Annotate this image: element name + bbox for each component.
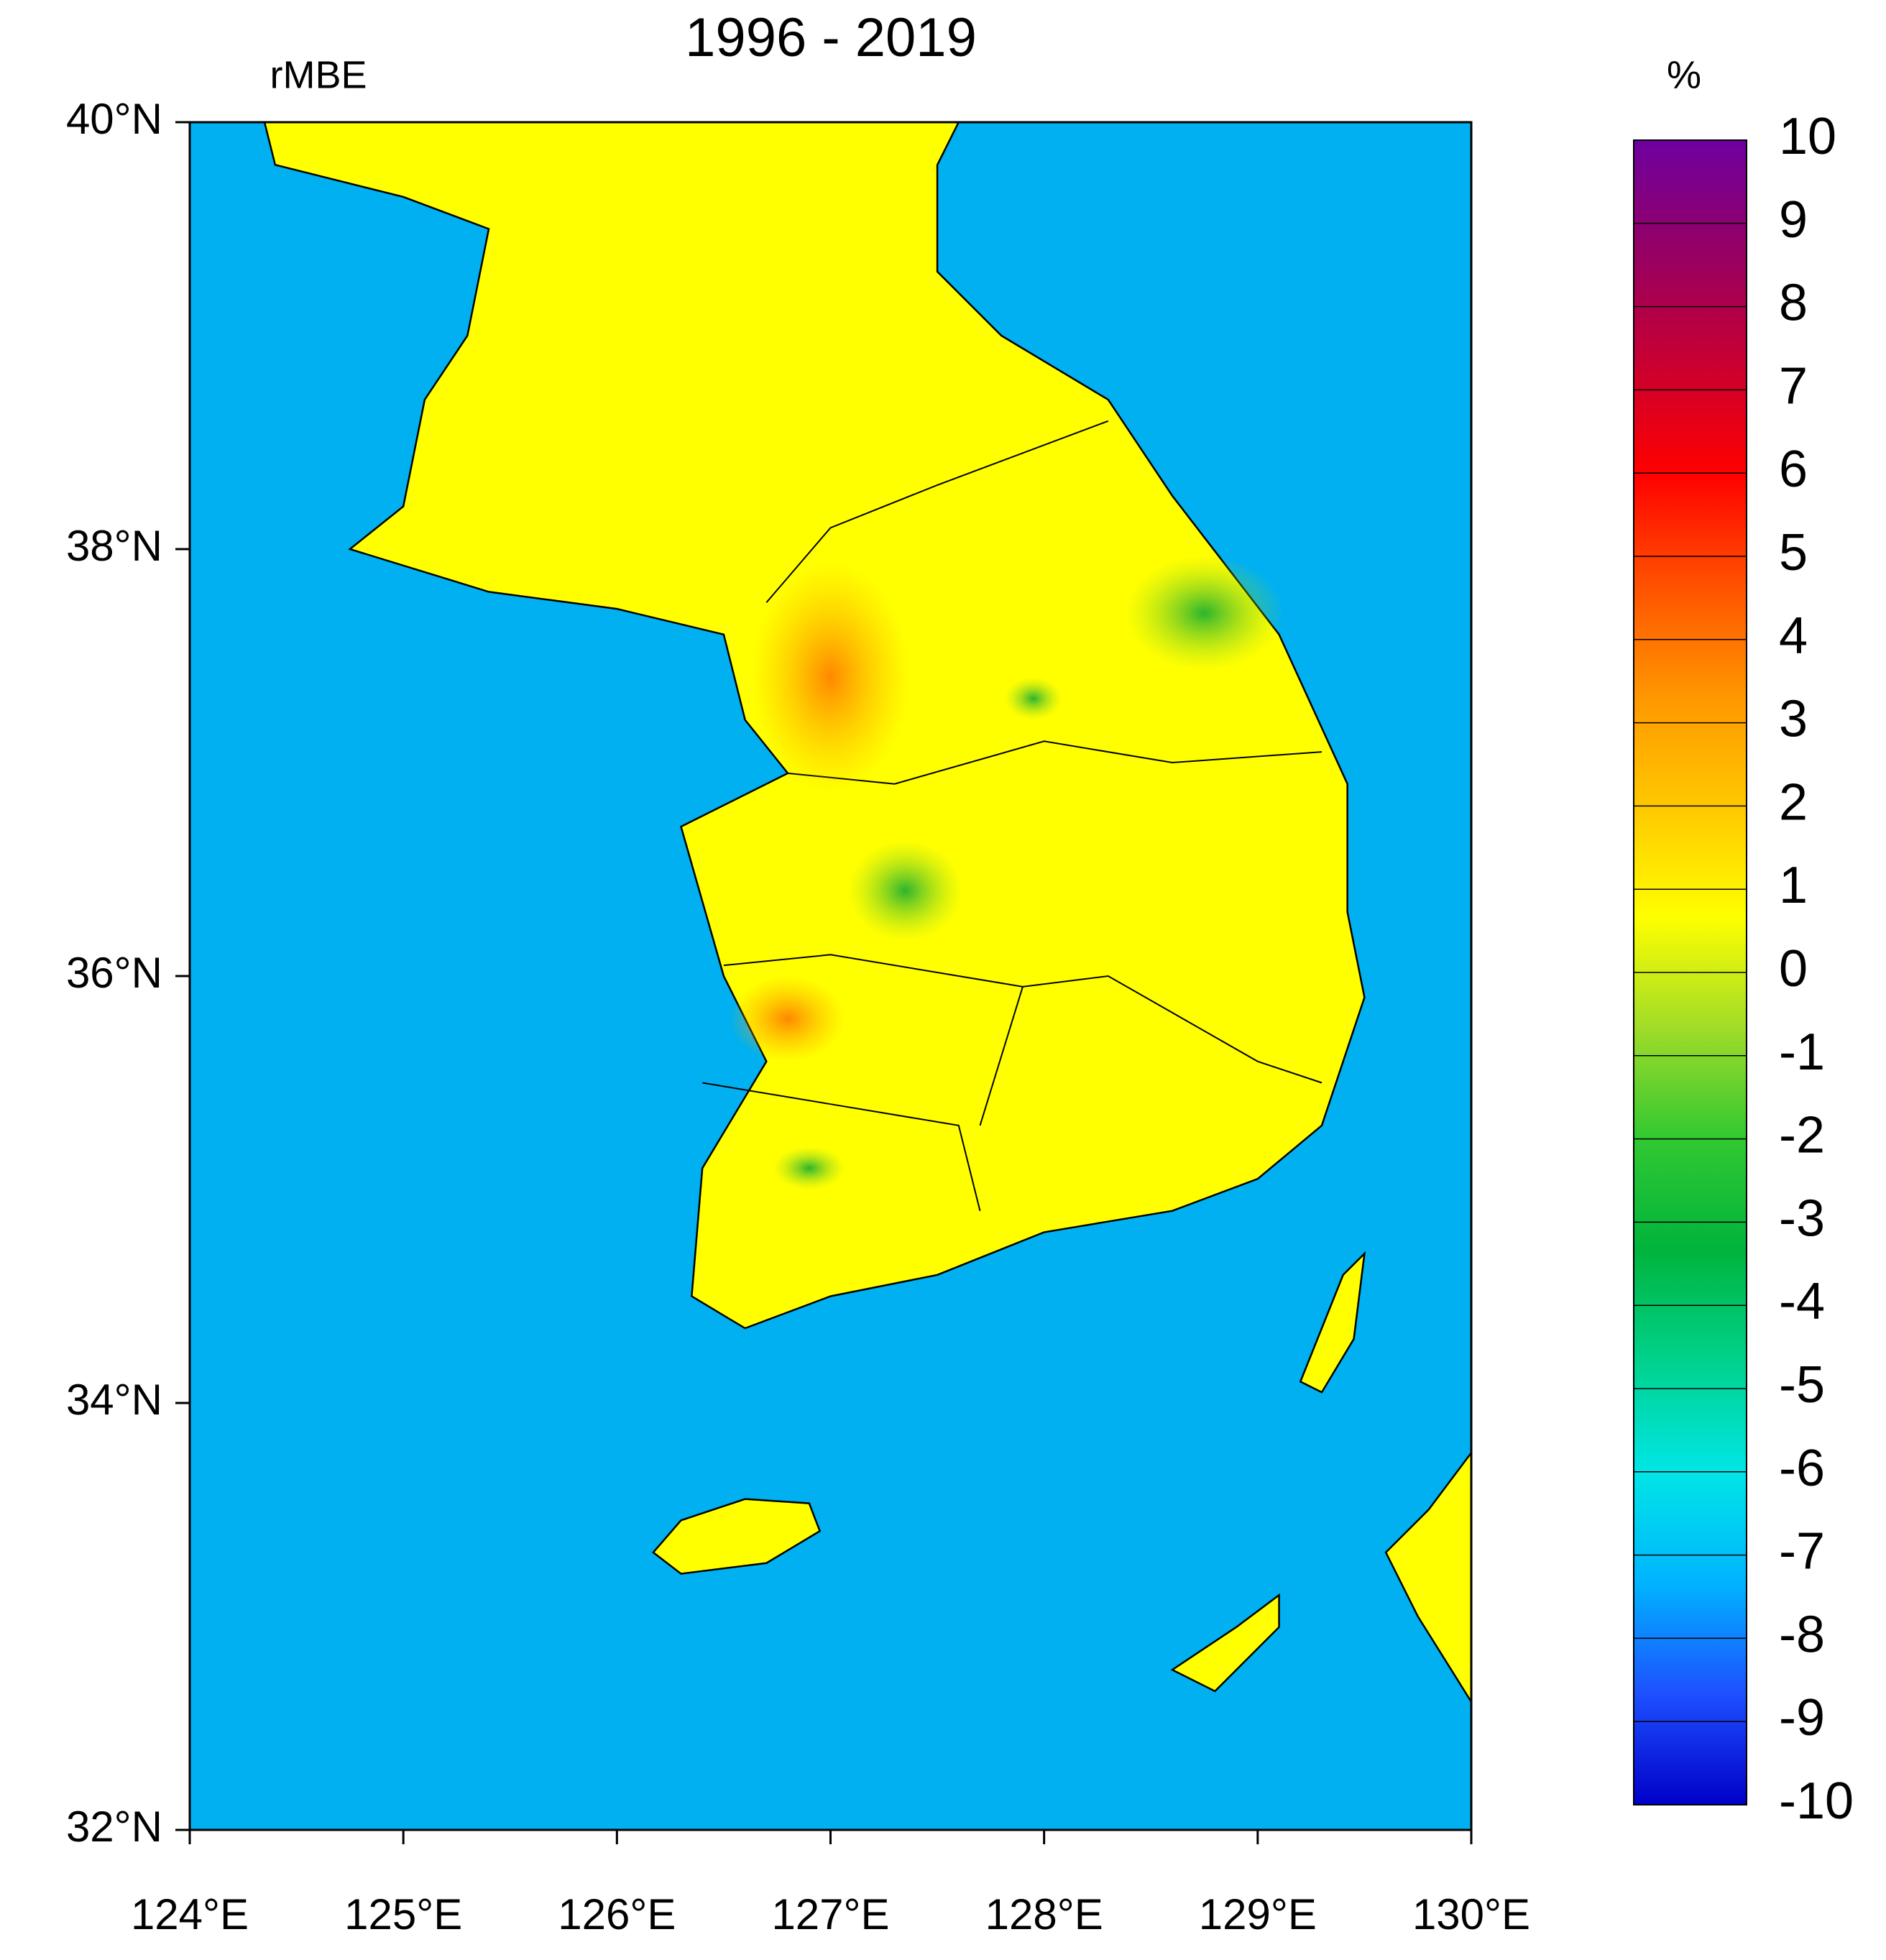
land-jeju xyxy=(652,1498,822,1575)
land-goto xyxy=(1170,1593,1280,1693)
colorbar-tick-label: 5 xyxy=(1779,524,1808,581)
colorbar-tick-label: -8 xyxy=(1779,1606,1825,1663)
x-tick-label: 130°E xyxy=(1412,1890,1530,1938)
subtitle: rMBE xyxy=(270,53,367,96)
colorbar-tick-label: 0 xyxy=(1779,940,1808,998)
y-tick-label: 34°N xyxy=(66,1376,162,1424)
border xyxy=(702,1082,981,1211)
hotspot xyxy=(751,562,910,793)
hotspot xyxy=(1125,556,1284,671)
colorbar-tick-label: -10 xyxy=(1779,1772,1854,1830)
colorbar-tick-label: -1 xyxy=(1779,1023,1825,1081)
hotspot xyxy=(773,1146,845,1190)
colorbar-tick-label: -3 xyxy=(1779,1190,1825,1247)
border xyxy=(979,986,1024,1126)
y-tick-label: 32°N xyxy=(66,1803,162,1851)
border xyxy=(723,954,1322,1084)
x-tick-label: 129°E xyxy=(1199,1890,1317,1938)
x-tick-label: 126°E xyxy=(558,1890,676,1938)
colorbar-tick-label: 1 xyxy=(1779,857,1808,914)
colorbar-unit: % xyxy=(1667,53,1701,96)
hotspot xyxy=(847,840,963,942)
x-tick-label: 128°E xyxy=(985,1890,1103,1938)
map-area xyxy=(190,122,1471,1830)
colorbar-tick-label: -7 xyxy=(1779,1523,1825,1581)
colorbar-tick-label: 4 xyxy=(1779,607,1808,665)
colorbar-tick-label: 8 xyxy=(1779,275,1808,332)
x-tick-label: 124°E xyxy=(131,1890,249,1938)
colorbar-tick-label: 7 xyxy=(1779,357,1808,415)
colorbar-tick-label: -5 xyxy=(1779,1356,1825,1414)
colorbar-tick-label: 6 xyxy=(1779,441,1808,498)
colorbar-tick-label: 9 xyxy=(1779,191,1808,249)
colorbar-tick-label: -4 xyxy=(1779,1273,1825,1330)
y-tick-label: 38°N xyxy=(66,522,162,570)
title: 1996 - 2019 xyxy=(685,7,977,68)
y-tick-label: 40°N xyxy=(66,95,162,143)
border xyxy=(765,420,1109,603)
colorbar-tick-label: 2 xyxy=(1779,773,1808,831)
x-tick-label: 125°E xyxy=(344,1890,462,1938)
hotspot xyxy=(1004,676,1062,720)
colorbar-tick-label: -9 xyxy=(1779,1689,1825,1747)
colorbar-tick-label: 10 xyxy=(1779,108,1836,165)
x-tick-label: 127°E xyxy=(771,1890,889,1938)
y-tick-label: 36°N xyxy=(66,949,162,997)
hotspot xyxy=(730,975,846,1062)
colorbar-tick-label: -6 xyxy=(1779,1440,1825,1497)
colorbar-tick-label: 3 xyxy=(1779,691,1808,748)
land-kyushu xyxy=(1384,1451,1471,1703)
colorbar-tick-label: -2 xyxy=(1779,1107,1825,1164)
land-tsushima xyxy=(1299,1251,1366,1394)
